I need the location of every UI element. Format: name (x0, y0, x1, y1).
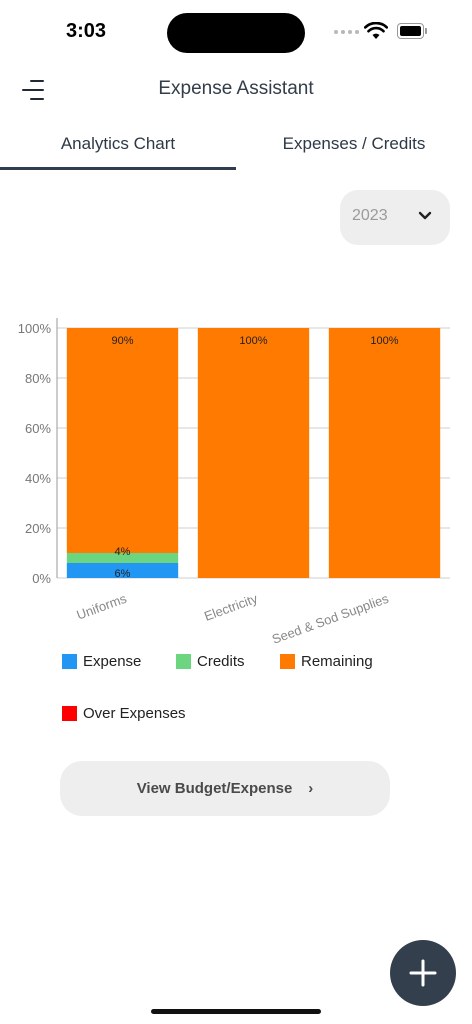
legend-label: Credits (197, 653, 245, 670)
plus-icon (409, 959, 437, 987)
view-budget-expense-button[interactable]: View Budget/Expense › (60, 761, 390, 816)
tab-expenses-credits[interactable]: Expenses / Credits (282, 134, 426, 153)
legend-label: Expense (83, 653, 142, 670)
chevron-down-icon (418, 211, 432, 220)
bar-segment-remaining (197, 328, 310, 578)
legend-swatch-remaining (280, 654, 295, 669)
status-icons (334, 22, 434, 42)
data-label: 90% (111, 335, 133, 347)
menu-button[interactable] (16, 78, 44, 102)
add-button[interactable] (390, 940, 456, 1006)
wifi-icon (364, 22, 388, 39)
tab-analytics-chart[interactable]: Analytics Chart (0, 128, 236, 170)
legend-label: Over Expenses (83, 705, 186, 722)
dynamic-island (167, 13, 305, 53)
bar-segment-credits (66, 553, 179, 563)
y-tick-label: 40% (25, 471, 51, 486)
legend-swatch-credits (176, 654, 191, 669)
data-label: 6% (115, 568, 131, 580)
bar-segment-expense (66, 563, 179, 578)
y-tick-label: 20% (25, 521, 51, 536)
legend-swatch-expense (62, 654, 77, 669)
y-tick-label: 0% (32, 571, 51, 586)
chevron-right-icon: › (308, 780, 314, 797)
legend-item-expense: Expense (62, 653, 141, 670)
legend-swatch-over-expenses (62, 706, 77, 721)
bar-segment-remaining (66, 328, 179, 553)
bar-segment-remaining (328, 328, 441, 578)
x-tick-label: Electricity (202, 591, 260, 624)
legend-label: Remaining (301, 653, 373, 670)
home-indicator (151, 1009, 321, 1014)
x-tick-label: Seed & Sod Supplies (270, 591, 391, 647)
view-button-label: View Budget/Expense (136, 780, 293, 797)
data-label: 4% (115, 546, 131, 558)
stacked-bar-chart: 0% 20% 40% 60% 80% 100% 6% 4% 90% Uniforms 100% Ele… (18, 318, 450, 647)
y-tick-label: 60% (25, 421, 51, 436)
signal-icon (334, 30, 359, 34)
year-select[interactable]: 2023 (340, 190, 450, 245)
legend-item-credits: Credits (176, 653, 245, 670)
legend-item-over-expenses: Over Expenses (62, 705, 186, 722)
tab-bar: Analytics Chart Expenses / Credits (0, 128, 472, 170)
legend-item-remaining: Remaining (280, 653, 373, 670)
y-tick-label: 100% (18, 321, 52, 336)
page-title: Expense Assistant (158, 78, 314, 99)
x-tick-label: Uniforms (75, 591, 129, 623)
y-tick-label: 80% (25, 371, 51, 386)
battery-icon (397, 23, 427, 39)
data-label: 100% (370, 335, 398, 347)
year-value: 2023 (352, 207, 388, 224)
status-time: 3:03 (66, 20, 107, 42)
data-label: 100% (239, 335, 267, 347)
menu-icon (30, 80, 44, 82)
